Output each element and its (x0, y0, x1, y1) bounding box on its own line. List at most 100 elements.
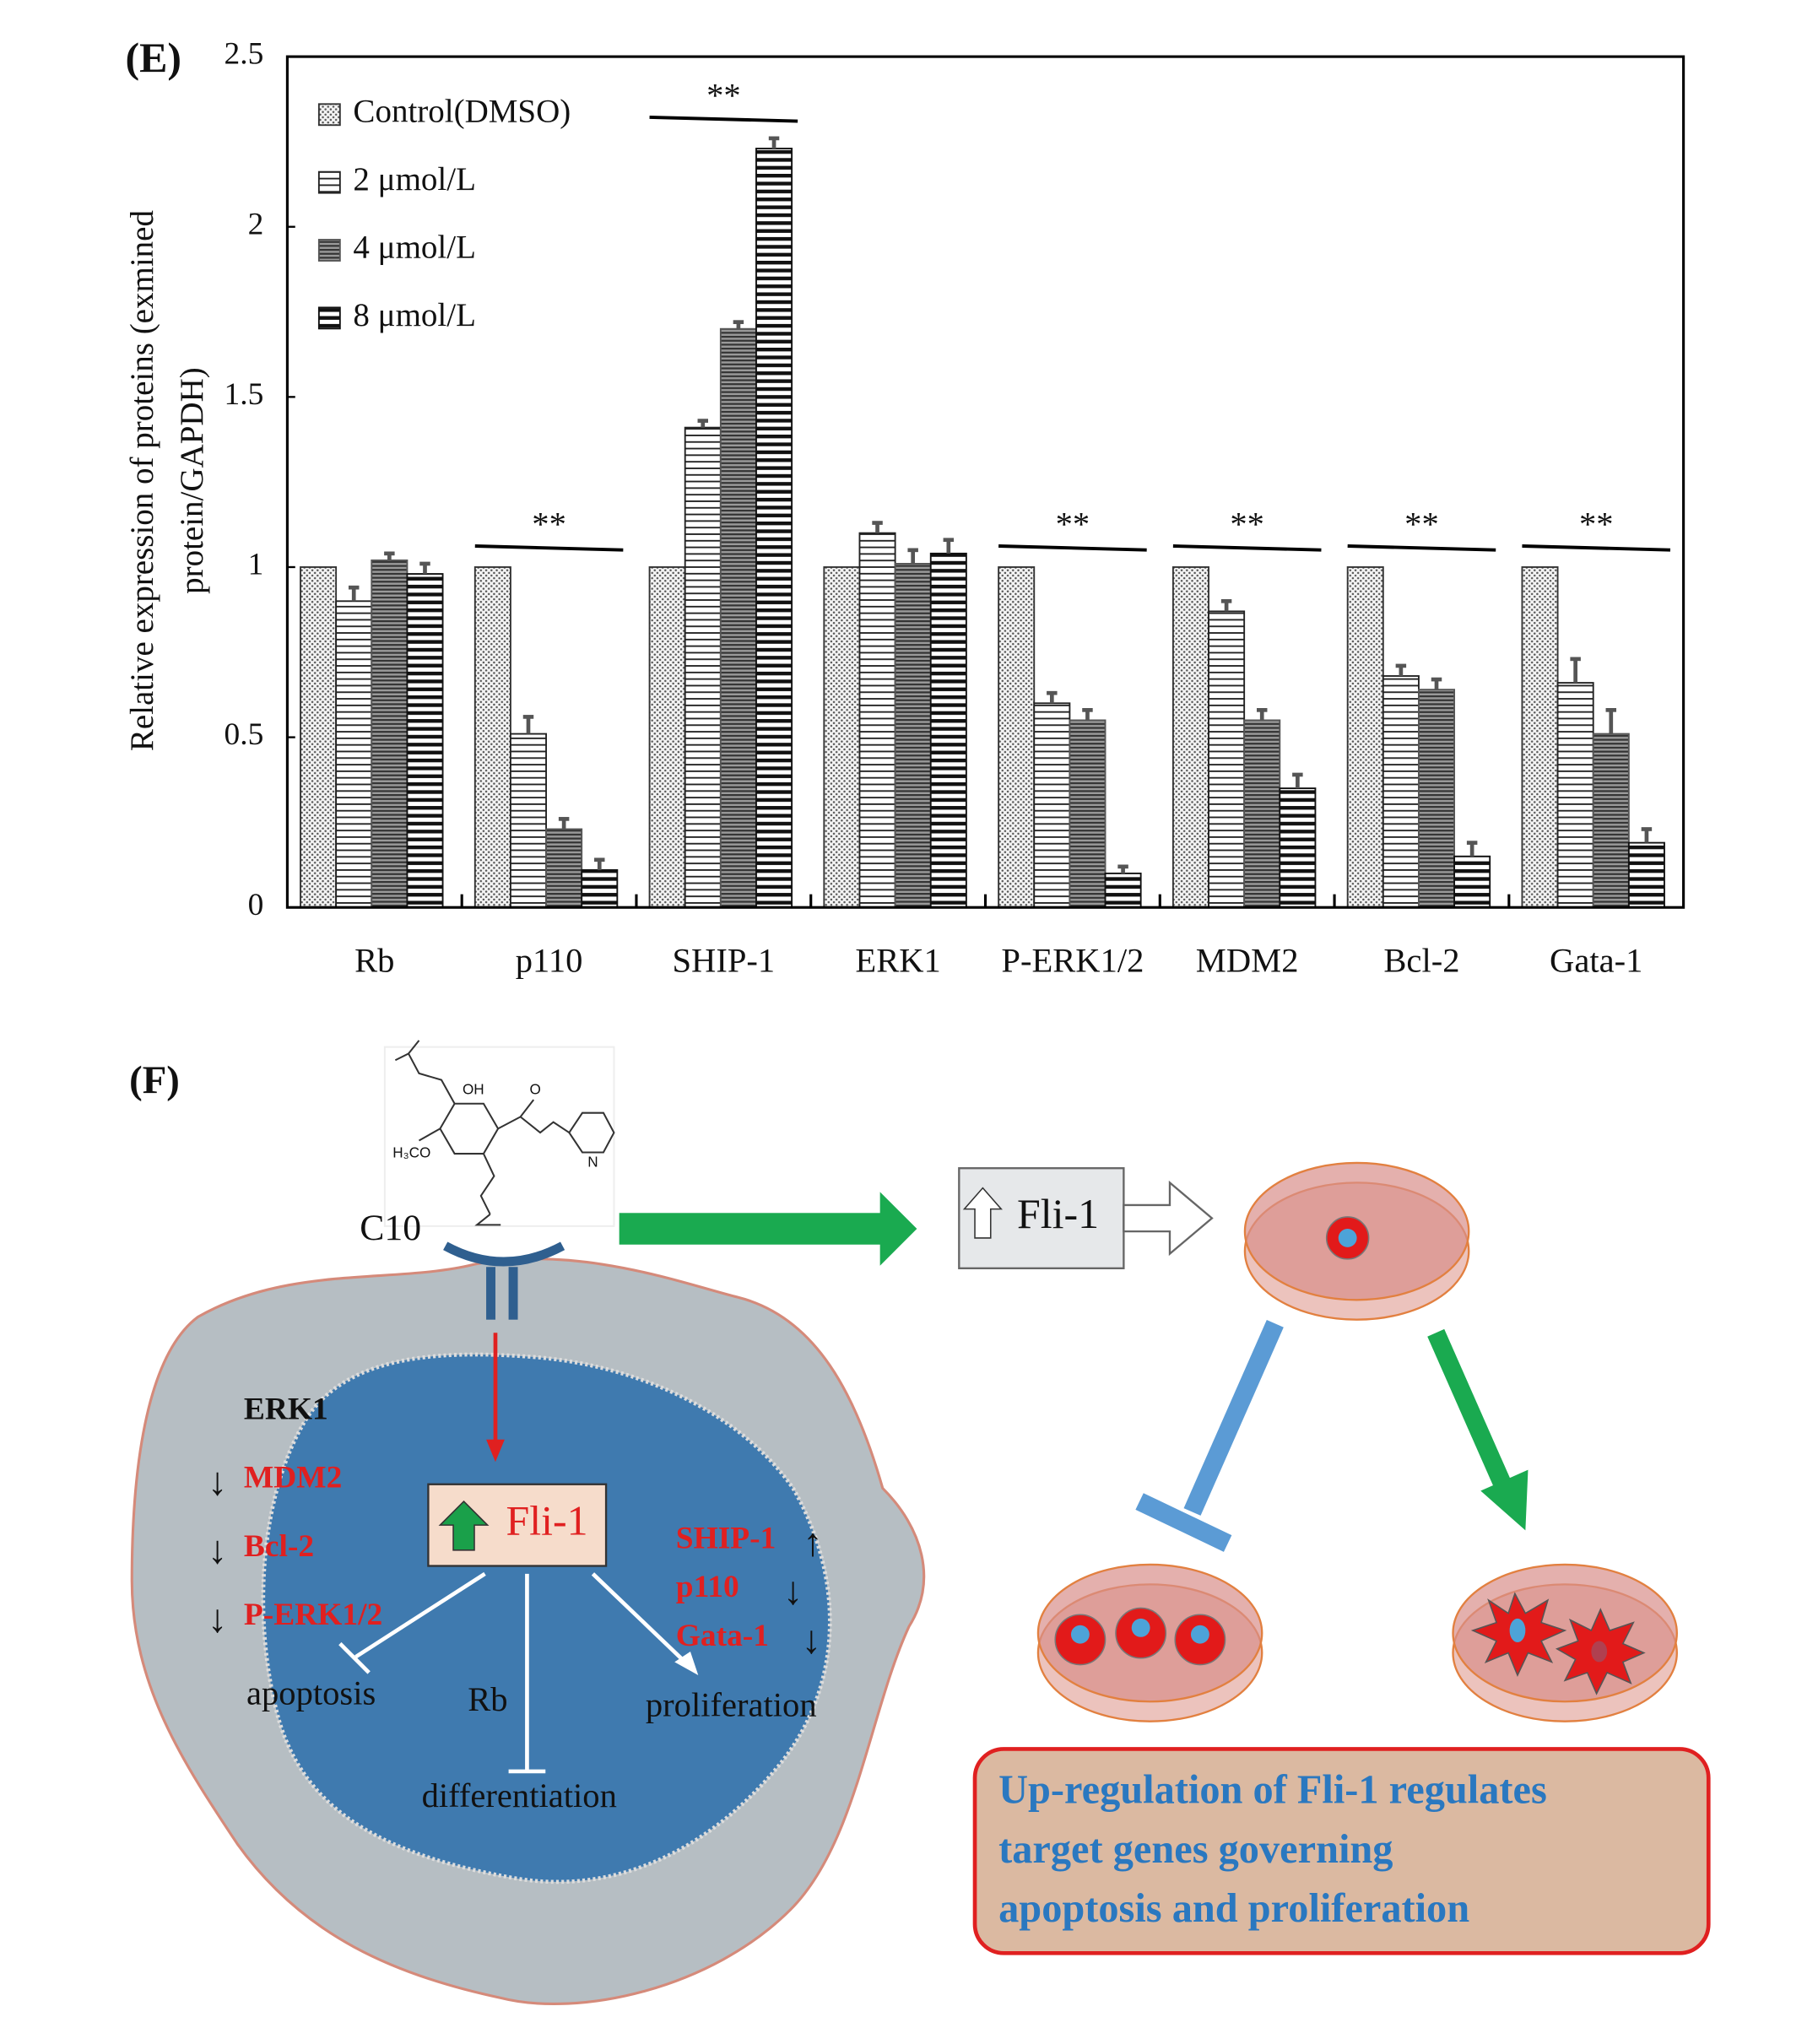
arrow-head (674, 1651, 699, 1676)
x-tick-label: Rb (354, 942, 394, 980)
summary-line: target genes governing (998, 1827, 1393, 1872)
plot-frame (285, 55, 1685, 909)
receptor (508, 1267, 518, 1320)
legend-label: Control(DMSO) (353, 94, 571, 130)
y-tick-label: 2.5 (225, 37, 264, 72)
bar (894, 563, 932, 909)
gene-arrow: ↓ (208, 1528, 227, 1572)
bar (1556, 682, 1594, 909)
outcome-label: proliferation (646, 1685, 817, 1723)
up-arrow (962, 1187, 1003, 1239)
significance-line (998, 544, 1147, 552)
legend-swatch (317, 239, 341, 262)
bar (1521, 566, 1559, 909)
gene-arrow: ↑ (803, 1521, 822, 1565)
regulation-lines (338, 1571, 687, 1774)
arrow-head (879, 1192, 917, 1266)
bar (371, 559, 409, 909)
fli-label: Fli-1 (506, 1498, 587, 1544)
bar (648, 566, 686, 909)
bar (1382, 675, 1420, 909)
significance-label: ** (1056, 505, 1090, 543)
structure-label: O (530, 1081, 541, 1098)
outcome-label: apoptosis (246, 1674, 376, 1711)
bar-chart: (E) Relative expression of proteins (exmi… (124, 35, 1685, 980)
significance-line (649, 115, 798, 123)
y-axis-label: protein/GAPDH) (174, 367, 210, 594)
compound-label: C10 (360, 1208, 421, 1248)
arrow-head (486, 1439, 505, 1463)
y-tick-label: 1 (248, 548, 264, 582)
y-tick-label: 0 (248, 888, 264, 922)
bar (684, 426, 722, 909)
gene-label: p110 (676, 1570, 739, 1604)
panel-label: (E) (125, 35, 181, 81)
bar (1627, 841, 1665, 909)
bar (406, 573, 444, 909)
fli-label: Fli-1 (1017, 1191, 1099, 1237)
diagram: (F) OH O H₃CO N C10 Fli-1 ERK1 MDM2 ↓ Bcl-2… (129, 1040, 1711, 2006)
bar (335, 600, 373, 909)
receptor (486, 1267, 495, 1320)
panel-label: (F) (129, 1058, 180, 1102)
arrow-head (1480, 1469, 1529, 1531)
chemical-structure (383, 1040, 615, 1227)
gene-arrow: ↓ (802, 1618, 821, 1662)
significance-line (1522, 544, 1671, 552)
bar (1171, 566, 1209, 909)
gene-label: P-ERK1/2 (244, 1598, 382, 1632)
structure-label: N (587, 1154, 598, 1171)
gene-label: SHIP-1 (676, 1521, 776, 1555)
bar (719, 327, 757, 909)
y-tick-label: 2 (248, 207, 264, 241)
dish (1243, 1161, 1470, 1321)
legend-label: 8 μmol/L (353, 297, 475, 333)
gene-arrow: ↓ (208, 1597, 227, 1641)
outcome-label: Rb (468, 1680, 507, 1718)
arrow (619, 1213, 883, 1245)
significance-label: ** (532, 505, 566, 543)
significance-line (1347, 544, 1496, 552)
legend-swatch (317, 103, 341, 127)
gene-label: ERK1 (244, 1392, 328, 1427)
x-tick-label: SHIP-1 (672, 942, 775, 980)
bar (1279, 787, 1317, 909)
summary-box (972, 1747, 1711, 1955)
inhibit-line (1183, 1319, 1284, 1516)
bar (1592, 733, 1630, 909)
legend-label: 4 μmol/L (353, 229, 475, 265)
gene-arrow: ↓ (208, 1460, 227, 1504)
receptor (443, 1241, 565, 1267)
bar (998, 566, 1036, 909)
structure-label: H₃CO (392, 1144, 430, 1161)
x-tick-label: ERK1 (855, 942, 940, 980)
bar (755, 148, 793, 909)
bar (929, 552, 967, 909)
significance-label: ** (1230, 505, 1264, 543)
x-tick-label: P-ERK1/2 (1001, 942, 1144, 980)
bar (1243, 719, 1281, 909)
y-axis-label: Relative expression of proteins (exmined (124, 210, 160, 752)
structure-label: OH (463, 1081, 484, 1098)
bar (1346, 566, 1384, 909)
gene-arrow: ↓ (783, 1570, 803, 1614)
significance-label: ** (706, 76, 741, 114)
summary-line: apoptosis and proliferation (998, 1886, 1469, 1931)
y-tick-label: 0.5 (225, 717, 264, 752)
bar (1208, 610, 1246, 909)
significance-label: ** (1579, 505, 1614, 543)
bar (823, 566, 861, 909)
x-tick-label: p110 (516, 942, 583, 980)
x-tick-label: Gata-1 (1550, 942, 1642, 980)
bar (545, 828, 583, 909)
summary-line: Up-regulation of Fli-1 regulates (998, 1768, 1547, 1813)
significance-line (474, 544, 624, 552)
legend-swatch (317, 170, 341, 194)
arrow (1427, 1328, 1513, 1492)
inhibit-bar (1135, 1493, 1232, 1552)
bar (1033, 702, 1071, 909)
gene-label: Bcl-2 (244, 1529, 314, 1564)
bar (858, 532, 896, 909)
